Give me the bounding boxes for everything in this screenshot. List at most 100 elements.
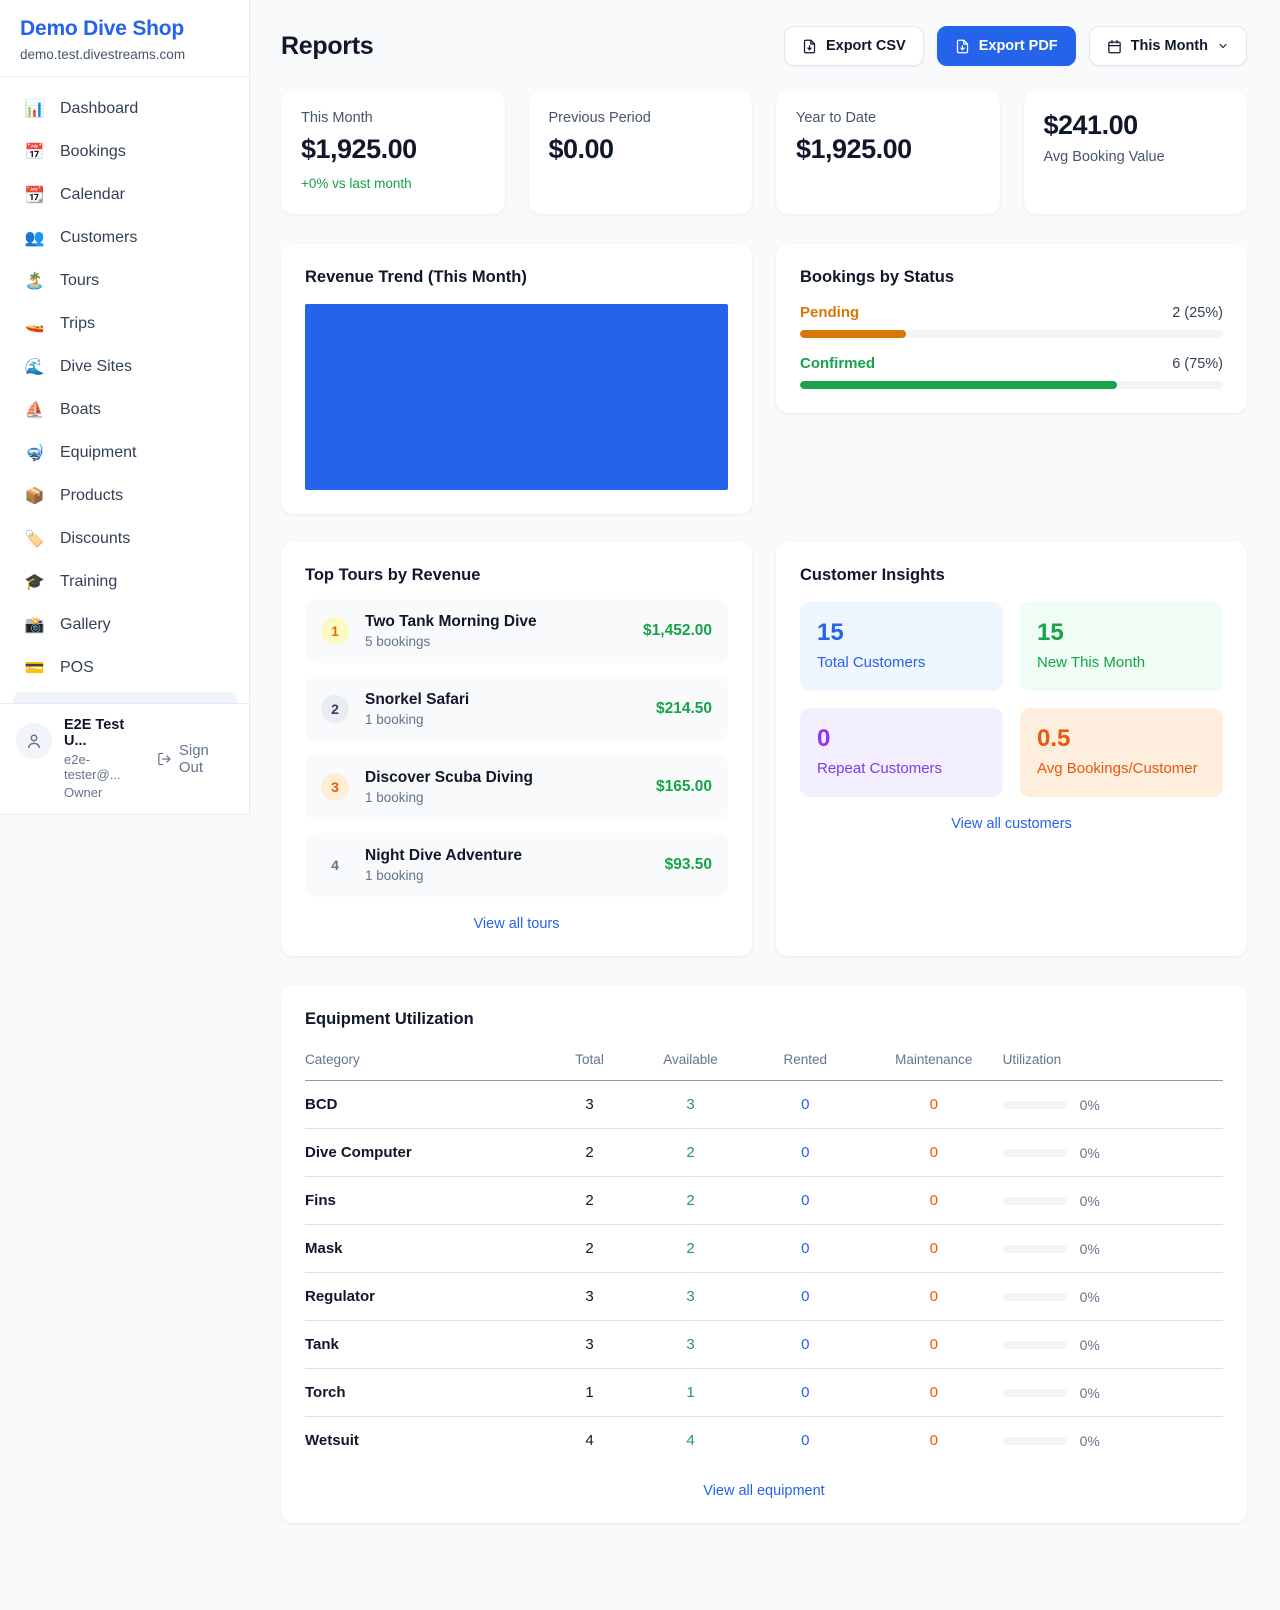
status-bar-track (800, 330, 1223, 338)
sidebar-item-label: Boats (60, 400, 101, 418)
sidebar-item-training[interactable]: 🎓 Training (0, 560, 249, 603)
period-label: This Month (1130, 38, 1208, 54)
sidebar-item-label: Calendar (60, 185, 125, 203)
utilization-cell: 0% (1002, 1320, 1223, 1369)
sidebar-active-item-partial[interactable] (12, 692, 237, 703)
table-row: Dive Computer 2 2 0 0 0% (305, 1128, 1223, 1177)
tour-revenue: $93.50 (664, 856, 712, 873)
rented-cell: 0 (745, 1272, 865, 1321)
category-cell: Torch (305, 1368, 544, 1417)
user-name: E2E Test U... (64, 717, 125, 749)
sidebar-item-discounts[interactable]: 🏷️ Discounts (0, 517, 249, 560)
total-cell: 3 (543, 1080, 636, 1129)
top-tours-title: Top Tours by Revenue (305, 566, 481, 584)
sidebar-item-label: Dashboard (60, 99, 139, 117)
sign-out-button[interactable]: Sign Out (157, 742, 233, 776)
sign-out-label: Sign Out (178, 741, 209, 776)
sidebar-item-calendar[interactable]: 📆 Calendar (0, 173, 249, 216)
chevron-down-icon (1219, 43, 1227, 49)
status-bar-fill (800, 381, 1118, 389)
file-download-icon (956, 39, 968, 53)
table-header-row: Category Total Available Rented Maintena… (305, 1042, 1223, 1081)
tile-value: 15 (1037, 619, 1064, 646)
tour-revenue: $1,452.00 (643, 622, 712, 639)
total-cell: 3 (543, 1320, 636, 1369)
charts-row: Revenue Trend (This Month) Bookings by S… (281, 244, 1247, 514)
tile-value: 0.5 (1037, 725, 1071, 752)
utilization-cell: 0% (1002, 1417, 1223, 1465)
total-cell: 2 (543, 1224, 636, 1273)
view-all-tours-link[interactable]: View all tours (473, 916, 560, 932)
rented-cell: 0 (745, 1080, 865, 1129)
stat-label: Year to Date (796, 110, 877, 126)
user-role: Owner (64, 785, 103, 800)
rented-cell: 0 (745, 1128, 865, 1177)
rented-cell: 0 (745, 1368, 865, 1417)
stat-card-previous-period: Previous Period $0.00 (528, 91, 752, 214)
header-actions: Export CSV Export PDF This Month (783, 26, 1247, 66)
utilization-bar-track (1002, 1436, 1067, 1445)
column-header-total: Total (543, 1042, 636, 1081)
status-row-confirmed: Confirmed 6 (75%) (800, 355, 1223, 389)
main-content: Reports Export CSV Export PDF (250, 0, 1280, 1523)
stat-label: This Month (301, 110, 373, 126)
sidebar-item-trips[interactable]: 🚤 Trips (0, 302, 249, 345)
sidebar-item-gallery[interactable]: 📸 Gallery (0, 603, 249, 646)
sidebar-item-label: POS (60, 658, 94, 676)
top-tours-card: Top Tours by Revenue 1 Two Tank Morning … (281, 542, 752, 956)
period-dropdown[interactable]: This Month (1088, 26, 1247, 66)
utilization-cell: 0% (1002, 1272, 1223, 1321)
sidebar: Demo Dive Shop demo.test.divestreams.com… (0, 0, 250, 815)
user-info: E2E Test U... e2e-tester@... Owner (64, 717, 145, 800)
export-pdf-button[interactable]: Export PDF (936, 26, 1076, 66)
tour-name: Snorkel Safari (365, 691, 470, 708)
column-header-utilization: Utilization (1002, 1042, 1223, 1081)
tour-name: Two Tank Morning Dive (365, 613, 537, 630)
available-cell: 3 (635, 1320, 746, 1369)
rented-cell: 0 (745, 1176, 865, 1225)
sidebar-item-equipment[interactable]: 🤿 Equipment (0, 431, 249, 474)
sidebar-item-tours[interactable]: 🏝️ Tours (0, 259, 249, 302)
tours-icon: 🏝️ (24, 272, 45, 290)
export-csv-button[interactable]: Export CSV (783, 26, 924, 66)
utilization-percent: 0% (1079, 1288, 1100, 1305)
tour-name: Discover Scuba Diving (365, 769, 533, 786)
sidebar-item-label: Equipment (60, 443, 137, 461)
discounts-icon: 🏷️ (24, 530, 45, 548)
table-row: Wetsuit 4 4 0 0 0% (305, 1417, 1223, 1465)
rank-badge: 4 (331, 857, 339, 873)
sidebar-item-dive-sites[interactable]: 🌊 Dive Sites (0, 345, 249, 388)
status-count: 6 (75%) (1172, 356, 1223, 372)
stat-card-this-month: This Month $1,925.00 +0% vs last month (281, 91, 505, 214)
rank-badge: 3 (321, 773, 349, 801)
sidebar-item-bookings[interactable]: 📅 Bookings (0, 130, 249, 173)
rented-cell: 0 (801, 1432, 810, 1449)
table-row: Mask 2 2 0 0 0% (305, 1224, 1223, 1273)
sidebar-item-boats[interactable]: ⛵ Boats (0, 388, 249, 431)
sidebar-item-dashboard[interactable]: 📊 Dashboard (0, 87, 249, 130)
maintenance-cell: 0 (864, 1080, 1003, 1129)
maintenance-cell: 0 (864, 1128, 1003, 1177)
pos-icon: 💳 (24, 659, 45, 677)
view-all-equipment-link[interactable]: View all equipment (703, 1483, 825, 1499)
tile-repeat-customers: 0 Repeat Customers (800, 708, 1003, 797)
maintenance-cell: 0 (864, 1368, 1003, 1417)
column-header-rented: Rented (745, 1042, 865, 1081)
view-all-customers-link[interactable]: View all customers (951, 816, 1072, 832)
table-row: BCD 3 3 0 0 0% (305, 1080, 1223, 1129)
calendar-icon (1107, 39, 1121, 53)
maintenance-cell: 0 (864, 1272, 1003, 1321)
utilization-percent: 0% (1079, 1336, 1100, 1353)
total-cell: 2 (543, 1176, 636, 1225)
sidebar-item-label: Tours (60, 271, 100, 289)
tour-bookings: 1 booking (365, 790, 424, 805)
sidebar-item-products[interactable]: 📦 Products (0, 474, 249, 517)
trips-icon: 🚤 (24, 315, 45, 333)
sidebar-item-pos[interactable]: 💳 POS (0, 646, 249, 689)
category-cell: Mask (305, 1224, 544, 1273)
tour-row: 4 Night Dive Adventure 1 booking $93.50 (305, 833, 728, 897)
sidebar-item-customers[interactable]: 👥 Customers (0, 216, 249, 259)
bookings-icon: 📅 (24, 143, 45, 161)
rented-cell: 0 (745, 1320, 865, 1369)
sidebar-item-label: Products (60, 486, 124, 504)
